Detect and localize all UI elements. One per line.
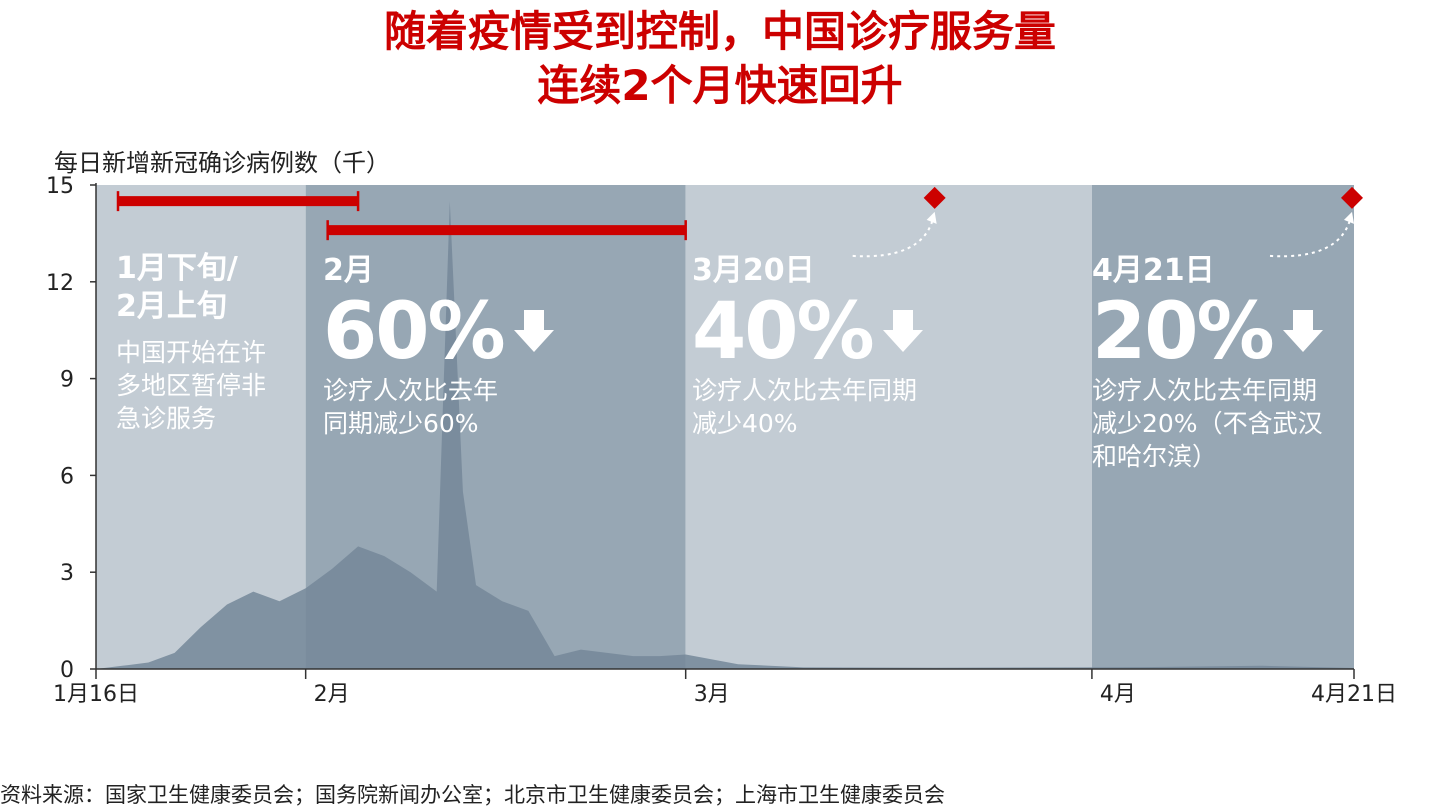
y-tick-label: 9 [60,368,74,393]
source-note: 资料来源：国家卫生健康委员会；国务院新闻办公室；北京市卫生健康委员会；上海市卫生… [0,783,945,807]
annotation-head: 1月下旬/ 2月上旬 [116,251,238,324]
annotation-desc: 诊疗人次比去年同期 减少20%（不含武汉 和哈尔滨） [1092,376,1323,471]
chart-title-line1: 随着疫情受到控制，中国诊疗服务量 [383,7,1056,56]
down-arrow-icon [1282,310,1323,352]
annotation-head: 4月21日 [1092,253,1215,288]
period-band-0 [96,185,306,669]
y-tick-label: 6 [60,464,74,489]
down-arrow-icon [513,310,554,352]
series-area [96,201,1354,669]
y-tick-label: 15 [46,174,74,199]
annotation-big-number: 40% [692,287,875,377]
annotation-april-21: 4月21日 20% 诊疗人次比去年同期 减少20%（不含武汉 和哈尔滨） [1092,252,1352,473]
annotation-desc: 中国开始在许 多地区暂停非 急诊服务 [116,338,267,433]
x-tick-label: 3月 [694,682,730,707]
period-band-3 [1091,185,1354,669]
annotation-big-number: 20% [1092,287,1275,377]
period-band-2 [685,185,1092,669]
annotation-desc: 诊疗人次比去年同期 减少40% [692,376,918,438]
annotation-desc: 诊疗人次比去年 同期减少60% [323,376,499,438]
marker-diamond-1 [1341,186,1363,209]
annotation-big-number: 60% [323,287,506,377]
marker-diamond-0 [923,186,946,209]
y-tick-label: 3 [60,561,74,586]
down-arrow-icon [882,310,923,352]
chart-title-line2: 连续2个月快速回升 [537,61,903,110]
dotted-arrow-1 [1269,219,1351,258]
annotation-late-january: 1月下旬/ 2月上旬 中国开始在许 多地区暂停非 急诊服务 [116,250,301,435]
arrowhead-icon [926,211,937,224]
annotation-february: 2月 60% 诊疗人次比去年 同期减少60% [323,252,673,440]
y-axis-label: 每日新增新冠确诊病例数（千） [54,149,390,177]
x-tick-label: 4月 [1100,682,1136,707]
y-tick-label: 0 [60,658,74,683]
annotation-march-20: 3月20日 40% 诊疗人次比去年同期 减少40% [692,252,1072,440]
annotation-head: 2月 [323,253,374,288]
x-tick-label: 4月21日 [1311,682,1397,707]
annotation-head: 3月20日 [692,253,815,288]
dotted-arrow-0 [852,219,934,258]
x-tick-label: 1月16日 [53,682,139,707]
x-tick-label: 2月 [314,682,350,707]
area-chart: 0 3 6 9 12 15 1月16日 2月 3月 4月 4月21日 [46,174,1397,707]
y-tick-label: 12 [46,271,74,296]
arrowhead-icon [1344,211,1354,224]
